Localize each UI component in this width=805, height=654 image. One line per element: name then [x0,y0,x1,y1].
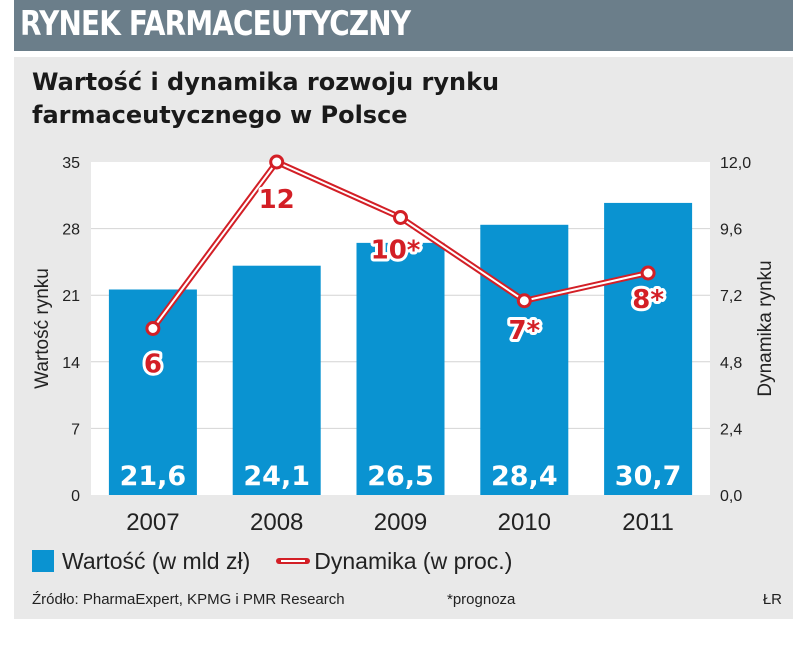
y-tick-label: 21 [62,288,80,305]
bar [356,242,445,495]
x-tick-label: 2008 [250,509,303,536]
source-note: Źródło: PharmaExpert, KPMG i PMR Researc… [32,591,345,608]
line-value-label: 8* [632,285,664,315]
y2-tick-label: 2,4 [720,421,742,438]
bar [604,202,693,495]
y-tick-label: 14 [62,355,80,372]
line-value-label: 7* [508,316,540,346]
chart: 0 7 14 21 28 35 0,0 2,4 4,8 7,2 9,6 12,0 Wartość ryn… [32,154,776,536]
x-tick-label: 2011 [622,509,674,536]
y2-tick-label: 0,0 [720,488,742,505]
bar-value-label: 28,4 [491,461,558,492]
forecast-note: *prognoza [447,591,516,608]
bar [232,265,321,495]
x-tick-label: 2010 [498,509,551,536]
y2-tick-label: 7,2 [720,288,742,305]
line-label-halo: 6 [144,350,162,380]
header-bar: RYNEK FARMACEUTYCZNY [14,0,793,51]
legend-line-swatch [276,550,311,572]
line-value-label: 6 [144,350,162,380]
line-point [393,210,408,225]
legend-bar-swatch [32,550,54,572]
x-tick-label: 2007 [126,509,179,536]
legend-bar-label: Wartość (w mld zł) [62,547,251,574]
bar-value-label: 24,1 [243,461,310,492]
x-tick-label: 2009 [374,509,427,536]
chart-title: Wartość i dynamika rozwoju rynku farmace… [32,66,632,132]
y2-axis-title: Dynamika rynku [755,260,776,396]
bar-value-label: 26,5 [367,461,434,492]
y2-tick-label: 9,6 [720,222,742,239]
y2-tick-label: 4,8 [720,355,742,372]
y-tick-label: 35 [62,155,80,172]
chart-title-line-1: Wartość i dynamika rozwoju rynku [32,68,500,96]
header-title: RYNEK FARMACEUTYCZNY [20,4,411,44]
line-label-halo: 7* [508,316,540,346]
line-value-label: 10* [371,236,421,266]
chart-title-line-2: farmaceutycznego w Polsce [32,101,408,129]
line-value-label: 12 [259,185,295,215]
line-point [516,293,532,309]
author-credit: ŁR [762,591,782,608]
y2-tick-label: 12,0 [720,155,751,172]
y-tick-label: 7 [71,421,80,438]
line-label-halo: 8* [632,285,664,315]
bar [480,224,569,495]
y-tick-label: 0 [71,488,80,505]
line-point [145,321,161,336]
line-point [640,265,656,281]
legend: Wartość (w mld zł) Dynamika (w proc.) [32,544,512,578]
line-label-halo: 12 [259,185,295,215]
line-label-halo: 10* [371,236,421,266]
chart-panel: Wartość i dynamika rozwoju rynku farmace… [14,57,793,619]
line-point [269,154,285,170]
y-axis-title: Wartość rynku [32,268,53,389]
bar-value-label: 21,6 [120,461,187,492]
legend-line-label: Dynamika (w proc.) [314,547,513,574]
bar-value-label: 30,7 [615,461,682,492]
y-tick-label: 28 [62,222,80,239]
